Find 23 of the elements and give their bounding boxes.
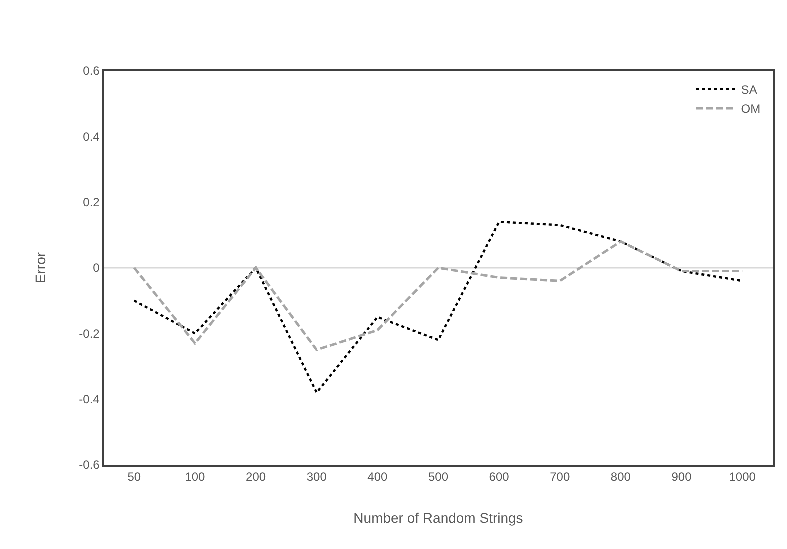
x-tick-label: 50 bbox=[128, 470, 142, 484]
x-tick-label: 200 bbox=[246, 470, 266, 484]
legend-label: OM bbox=[741, 102, 761, 116]
y-tick-label: -0.6 bbox=[79, 458, 100, 472]
y-tick-label: 0.4 bbox=[83, 130, 100, 144]
x-axis-title: Number of Random Strings bbox=[354, 510, 524, 526]
line-series bbox=[133, 240, 744, 352]
x-tick-label: 300 bbox=[306, 470, 328, 484]
y-axis-title: Error bbox=[32, 252, 48, 284]
x-tick-label: 600 bbox=[489, 470, 510, 484]
x-tick-label: 700 bbox=[550, 470, 570, 484]
x-tick-label: 500 bbox=[428, 470, 449, 484]
y-tick-label: 0.6 bbox=[83, 64, 100, 78]
y-tick-label: -0.2 bbox=[79, 326, 100, 341]
x-tick-label: 100 bbox=[185, 470, 206, 484]
y-tick-label: -0.4 bbox=[79, 392, 100, 407]
legend-label: SA bbox=[741, 83, 758, 98]
y-tick-label: 0 bbox=[93, 261, 100, 276]
x-tick-label: 400 bbox=[368, 470, 388, 484]
y-tick-label: 0.2 bbox=[83, 196, 100, 210]
x-tick-label: 900 bbox=[672, 470, 692, 484]
x-tick-label: 1000 bbox=[729, 470, 756, 484]
x-tick-label: 800 bbox=[610, 470, 632, 484]
